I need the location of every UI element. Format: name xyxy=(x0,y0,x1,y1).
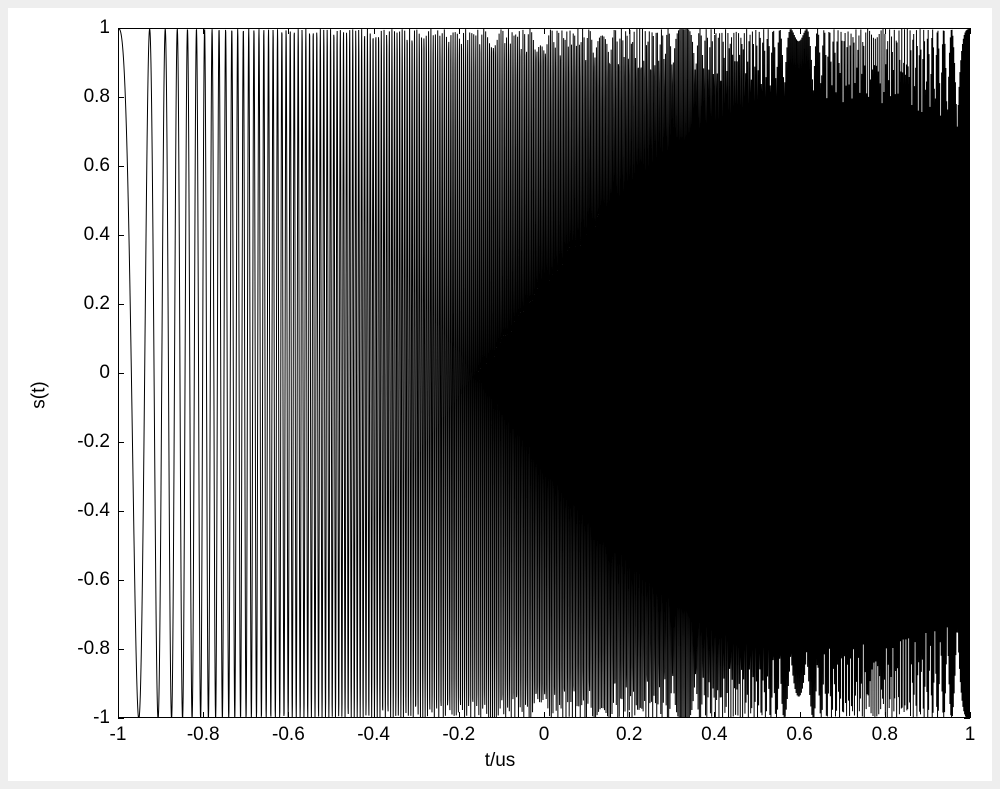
y-tick-mark xyxy=(118,718,124,719)
x-tick-mark xyxy=(970,712,971,718)
x-tick-mark xyxy=(970,28,971,34)
x-tick-label: 0 xyxy=(514,724,574,746)
x-tick-mark xyxy=(288,712,289,718)
x-tick-mark xyxy=(800,712,801,718)
y-tick-mark xyxy=(964,373,970,374)
y-tick-label: 0.6 xyxy=(50,155,110,177)
y-tick-mark xyxy=(964,304,970,305)
x-tick-label: -0.2 xyxy=(429,724,489,746)
y-tick-label: -0.2 xyxy=(50,431,110,453)
y-axis-label: s(t) xyxy=(29,381,51,408)
x-tick-mark xyxy=(203,712,204,718)
y-tick-mark xyxy=(118,97,124,98)
y-tick-mark xyxy=(118,580,124,581)
y-tick-label: -0.4 xyxy=(50,500,110,522)
chart-container: -1-0.8-0.6-0.4-0.200.20.40.60.81-1-0.8-0… xyxy=(8,8,992,781)
x-tick-mark xyxy=(714,28,715,34)
plot-area xyxy=(118,28,970,718)
x-tick-mark xyxy=(118,28,119,34)
y-tick-label: 0.4 xyxy=(50,224,110,246)
y-tick-mark xyxy=(118,649,124,650)
x-tick-mark xyxy=(288,28,289,34)
y-tick-mark xyxy=(964,442,970,443)
chirp-waveform xyxy=(119,29,970,718)
x-tick-mark xyxy=(459,712,460,718)
x-tick-mark xyxy=(544,712,545,718)
y-tick-mark xyxy=(118,511,124,512)
x-tick-mark xyxy=(544,28,545,34)
y-tick-label: 1 xyxy=(50,17,110,39)
x-tick-mark xyxy=(203,28,204,34)
x-tick-label: 0.4 xyxy=(684,724,744,746)
x-tick-mark xyxy=(459,28,460,34)
y-tick-mark xyxy=(964,235,970,236)
y-tick-mark xyxy=(118,304,124,305)
x-tick-mark xyxy=(374,28,375,34)
x-tick-label: 0.2 xyxy=(599,724,659,746)
x-tick-label: -0.6 xyxy=(258,724,318,746)
x-tick-mark xyxy=(629,712,630,718)
x-tick-mark xyxy=(374,712,375,718)
y-tick-label: 0 xyxy=(50,362,110,384)
y-tick-mark xyxy=(964,718,970,719)
y-tick-mark xyxy=(964,97,970,98)
y-tick-label: -0.6 xyxy=(50,569,110,591)
x-tick-label: 0.8 xyxy=(855,724,915,746)
y-tick-mark xyxy=(964,580,970,581)
y-tick-label: -0.8 xyxy=(50,638,110,660)
y-tick-mark xyxy=(118,373,124,374)
x-tick-mark xyxy=(800,28,801,34)
x-tick-mark xyxy=(885,712,886,718)
x-tick-label: 0.6 xyxy=(770,724,830,746)
x-tick-mark xyxy=(629,28,630,34)
y-tick-mark xyxy=(964,511,970,512)
x-tick-label: -1 xyxy=(88,724,148,746)
x-tick-label: 1 xyxy=(940,724,1000,746)
x-tick-label: -0.4 xyxy=(344,724,404,746)
y-tick-mark xyxy=(964,166,970,167)
y-tick-mark xyxy=(118,166,124,167)
y-tick-mark xyxy=(964,649,970,650)
x-tick-mark xyxy=(714,712,715,718)
y-tick-mark xyxy=(118,442,124,443)
x-tick-label: -0.8 xyxy=(173,724,233,746)
y-tick-label: 0.2 xyxy=(50,293,110,315)
y-tick-label: 0.8 xyxy=(50,86,110,108)
chirp-line xyxy=(119,29,970,718)
y-tick-mark xyxy=(118,235,124,236)
x-tick-mark xyxy=(885,28,886,34)
x-tick-mark xyxy=(118,712,119,718)
x-axis-label: t/us xyxy=(8,750,992,772)
